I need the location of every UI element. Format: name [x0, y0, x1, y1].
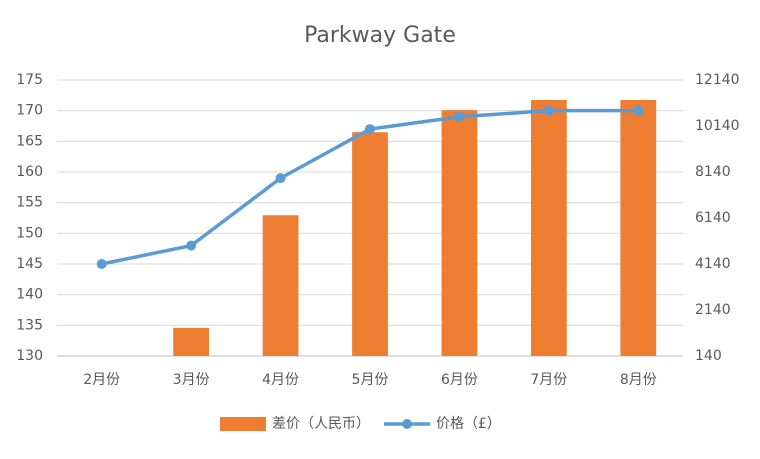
line-marker [633, 105, 644, 116]
line-marker [275, 173, 286, 184]
bar [620, 100, 657, 356]
x-tick-label: 2月份 [83, 372, 120, 388]
line-marker [543, 105, 554, 116]
x-tick-label: 6月份 [441, 372, 478, 388]
line-marker [365, 124, 375, 135]
y2-tick-label: 140 [695, 348, 722, 364]
y2-tick-label: 8140 [695, 164, 731, 180]
legend-label: 价格（£） [436, 416, 501, 432]
y-tick-label: 160 [16, 164, 43, 180]
legend-marker [402, 419, 412, 429]
y-tick-label: 145 [16, 256, 43, 272]
bar [441, 110, 478, 356]
line-marker [454, 111, 465, 122]
y-tick-label: 135 [16, 317, 43, 333]
y-tick-label: 140 [16, 287, 43, 303]
line-marker [96, 259, 107, 269]
y2-tick-label: 12140 [695, 72, 740, 88]
x-tick-label: 4月份 [262, 372, 299, 388]
bar [352, 132, 388, 356]
line-marker [186, 240, 197, 251]
y-tick-label: 155 [16, 195, 43, 211]
y-tick-label: 130 [16, 348, 43, 364]
x-tick-label: 8月份 [620, 372, 657, 388]
x-tick-label: 7月份 [530, 372, 567, 388]
x-tick-label: 3月份 [173, 372, 210, 388]
y-tick-label: 150 [16, 225, 43, 241]
bar [262, 215, 299, 356]
legend-label: 差价（人民币） [272, 416, 370, 432]
bar [530, 100, 567, 356]
legend-swatch [220, 417, 266, 431]
x-tick-label: 5月份 [352, 372, 389, 388]
y2-tick-label: 4140 [695, 256, 731, 272]
y-tick-label: 175 [16, 72, 43, 88]
bar [173, 327, 210, 356]
chart-title: Parkway Gate [304, 23, 456, 48]
y2-tick-label: 10140 [695, 118, 740, 134]
y-tick-label: 170 [16, 103, 43, 119]
y2-tick-label: 6140 [695, 210, 731, 226]
y2-tick-label: 2140 [695, 302, 731, 318]
y-tick-label: 165 [16, 133, 43, 149]
